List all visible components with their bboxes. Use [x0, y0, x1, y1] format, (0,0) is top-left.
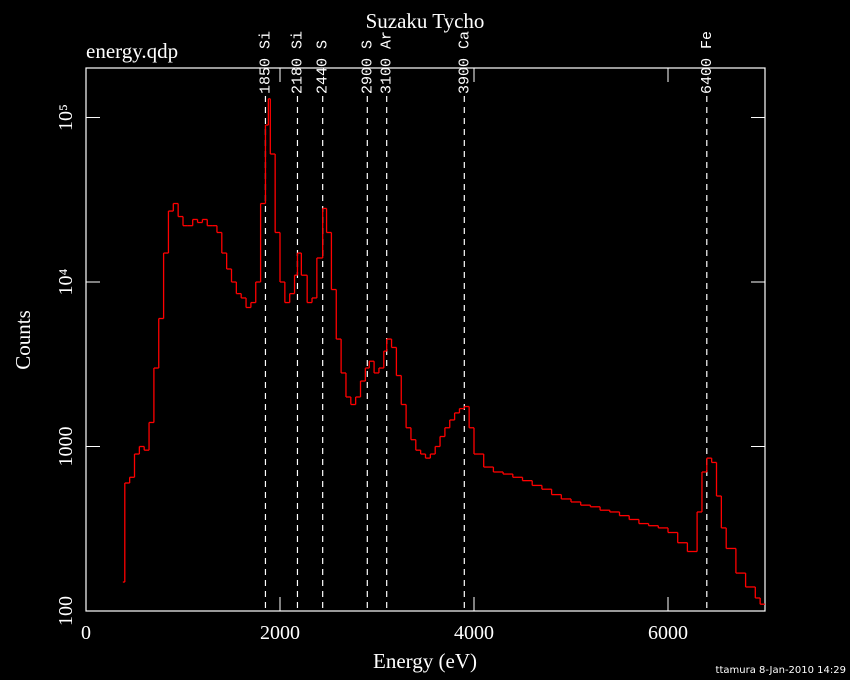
x-tick-label: 2000 [260, 622, 300, 644]
reference-label: 6400 Fe [699, 31, 716, 94]
x-tick-label: 0 [81, 622, 91, 644]
y-tick-label: 100 [55, 596, 77, 626]
y-tick-label: 10⁴ [55, 269, 77, 296]
reference-label: 2900 S [359, 40, 376, 94]
footer: ttamura 8-Jan-2010 14:29 [716, 665, 846, 676]
x-axis-label: Energy (eV) [373, 649, 477, 673]
reference-label: 3900 Ca [456, 31, 473, 94]
plot-frame [85, 67, 766, 612]
reference-label: 1850 Si [257, 31, 274, 94]
y-tick-label: 1000 [55, 427, 77, 467]
reference-label: 2180 Si [289, 31, 306, 94]
subtitle: energy.qdp [86, 39, 178, 63]
x-tick-label: 6000 [648, 622, 688, 644]
y-tick-label: 10⁵ [55, 104, 77, 131]
x-tick-label: 4000 [454, 622, 494, 644]
reference-label: 2440 S [315, 40, 332, 94]
y-axis-label: Counts [11, 310, 35, 370]
reference-label: 3100 Ar [379, 31, 396, 94]
chart-title: Suzaku Tycho [366, 9, 485, 33]
